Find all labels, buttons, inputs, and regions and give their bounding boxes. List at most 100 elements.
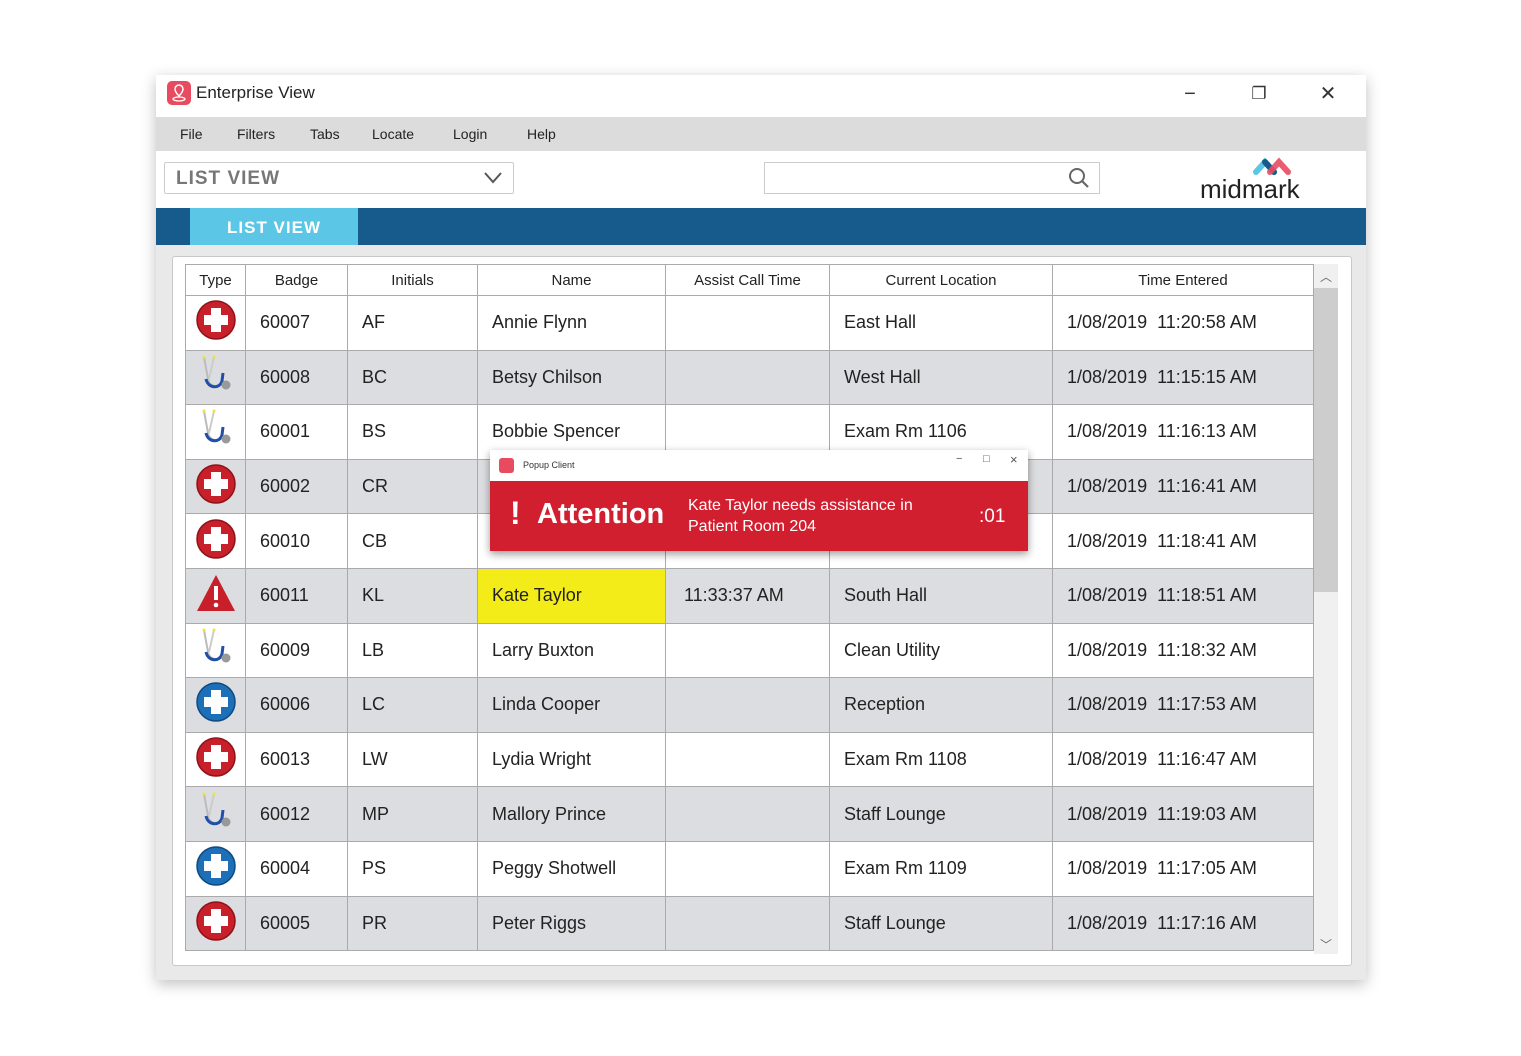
table-row[interactable]: 60007 AF Annie Flynn East Hall 1/08/2019 11:…	[185, 295, 1314, 351]
cell-initials: MP	[347, 786, 478, 842]
stethoscope-icon	[185, 404, 246, 460]
table-row[interactable]: 60011 KL Kate Taylor 11:33:37 AM South Hall 1…	[185, 567, 1314, 624]
cell-badge: 60012	[245, 786, 348, 842]
table-row[interactable]: 60013 LW Lydia Wright Exam Rm 1108 1/08/2019…	[185, 731, 1314, 788]
cell-location: Reception	[829, 677, 1053, 733]
cell-time: 1/08/2019 11:16:41 AM	[1052, 458, 1314, 515]
cell-initials: BC	[347, 349, 478, 406]
window-title: Enterprise View	[196, 83, 315, 102]
table-row[interactable]: 60009 LB Larry Buxton Clean Utility 1/08/201…	[185, 622, 1314, 679]
table-row[interactable]: 60012 MP Mallory Prince Staff Lounge 1/08/20…	[185, 786, 1314, 842]
app-logo-icon	[167, 81, 191, 105]
staff-table: Type Badge Initials Name Assist Call Time Cur…	[185, 264, 1314, 952]
midmark-logo: midmark	[1196, 157, 1316, 204]
cell-name: Annie Flynn	[477, 295, 666, 351]
exclamation-icon: !	[510, 495, 521, 531]
stethoscope-icon	[185, 349, 246, 406]
warning-icon	[185, 567, 246, 624]
table-row[interactable]: 60004 PS Peggy Shotwell Exam Rm 1109 1/08/20…	[185, 840, 1314, 897]
search-input[interactable]	[764, 162, 1100, 194]
menu-file[interactable]: File	[180, 126, 203, 142]
menu-filters[interactable]: Filters	[237, 126, 276, 142]
menu-bar: File Filters Tabs Locate Login Help	[156, 117, 1366, 151]
cell-assist	[665, 622, 830, 679]
popup-maximize-button[interactable]: □	[983, 453, 990, 465]
list-panel: Type Badge Initials Name Assist Call Time Cur…	[172, 256, 1352, 966]
red-cross-icon	[185, 458, 246, 515]
column-header[interactable]: Badge	[245, 264, 348, 296]
vertical-scrollbar[interactable]: ︿ ﹀	[1314, 264, 1338, 954]
cell-badge: 60008	[245, 349, 348, 406]
tab-list-view[interactable]: LIST VIEW	[190, 208, 358, 245]
view-select[interactable]: LIST VIEW	[164, 162, 514, 194]
search-icon[interactable]	[1068, 167, 1090, 189]
cell-assist	[665, 349, 830, 406]
column-header[interactable]: Initials	[347, 264, 478, 296]
cell-assist	[665, 840, 830, 897]
logo-text: midmark	[1200, 174, 1300, 204]
cell-badge: 60007	[245, 295, 348, 351]
close-button[interactable]: ✕	[1319, 83, 1337, 105]
column-header[interactable]: Type	[185, 264, 246, 296]
menu-help[interactable]: Help	[527, 126, 556, 142]
table-row[interactable]: 60005 PR Peter Riggs Staff Lounge 1/08/2019 …	[185, 895, 1314, 952]
popup-heading: Attention	[537, 498, 665, 530]
cell-name: Mallory Prince	[477, 786, 666, 842]
cell-name: Peter Riggs	[477, 895, 666, 952]
cell-badge: 60006	[245, 677, 348, 733]
chevron-down-icon	[484, 172, 502, 184]
popup-message-line1: Kate Taylor needs assistance in	[688, 497, 913, 514]
scrollbar-thumb[interactable]	[1314, 288, 1338, 592]
cell-initials: PR	[347, 895, 478, 952]
minimize-button[interactable]: −	[1184, 83, 1196, 105]
cell-time: 1/08/2019 11:17:53 AM	[1052, 677, 1314, 733]
restore-button[interactable]: ❐	[1251, 84, 1267, 103]
scroll-down-icon[interactable]: ﹀	[1320, 938, 1333, 952]
midmark-mark-icon	[1253, 157, 1291, 175]
cell-location: East Hall	[829, 295, 1053, 351]
popup-title-bar: Popup Client − □ ×	[490, 450, 1028, 481]
cell-name: Peggy Shotwell	[477, 840, 666, 897]
popup-app-icon	[499, 458, 514, 473]
popup-alert-body: ! Attention Kate Taylor needs assistance…	[490, 481, 1028, 551]
column-header[interactable]: Time Entered	[1052, 264, 1314, 296]
red-cross-icon	[185, 731, 246, 788]
cell-time: 1/08/2019 11:18:41 AM	[1052, 513, 1314, 569]
cell-badge: 60009	[245, 622, 348, 679]
cell-initials: BS	[347, 404, 478, 460]
popup-minimize-button[interactable]: −	[956, 453, 963, 465]
menu-locate[interactable]: Locate	[372, 126, 415, 142]
cell-initials: PS	[347, 840, 478, 897]
cell-name: Larry Buxton	[477, 622, 666, 679]
cell-assist	[665, 677, 830, 733]
cell-assist	[665, 295, 830, 351]
column-header[interactable]: Assist Call Time	[665, 264, 830, 296]
red-cross-icon	[185, 513, 246, 569]
cell-location: South Hall	[829, 567, 1053, 624]
column-header[interactable]: Current Location	[829, 264, 1053, 296]
cell-time: 1/08/2019 11:18:51 AM	[1052, 567, 1314, 624]
popup-close-button[interactable]: ×	[1010, 452, 1018, 467]
cell-badge: 60001	[245, 404, 348, 460]
table-row[interactable]: 60008 BC Betsy Chilson West Hall 1/08/2019 1…	[185, 349, 1314, 406]
menu-login[interactable]: Login	[453, 126, 488, 142]
cell-assist	[665, 786, 830, 842]
cell-location: Staff Lounge	[829, 786, 1053, 842]
cell-initials: LC	[347, 677, 478, 733]
cell-badge: 60002	[245, 458, 348, 515]
scroll-up-icon[interactable]: ︿	[1320, 270, 1333, 284]
cell-initials: CB	[347, 513, 478, 569]
toolbar: LIST VIEW midmark	[156, 151, 1366, 208]
stethoscope-icon	[185, 622, 246, 679]
title-bar: Enterprise View − ❐ ✕	[156, 75, 1366, 117]
cell-initials: LW	[347, 731, 478, 788]
column-header[interactable]: Name	[477, 264, 666, 296]
cell-location: West Hall	[829, 349, 1053, 406]
blue-cross-icon	[185, 840, 246, 897]
menu-tabs[interactable]: Tabs	[310, 126, 340, 142]
cell-name: Kate Taylor	[477, 567, 666, 624]
cell-badge: 60004	[245, 840, 348, 897]
cell-initials: AF	[347, 295, 478, 351]
stethoscope-icon	[185, 786, 246, 842]
table-row[interactable]: 60006 LC Linda Cooper Reception 1/08/2019 11…	[185, 677, 1314, 733]
